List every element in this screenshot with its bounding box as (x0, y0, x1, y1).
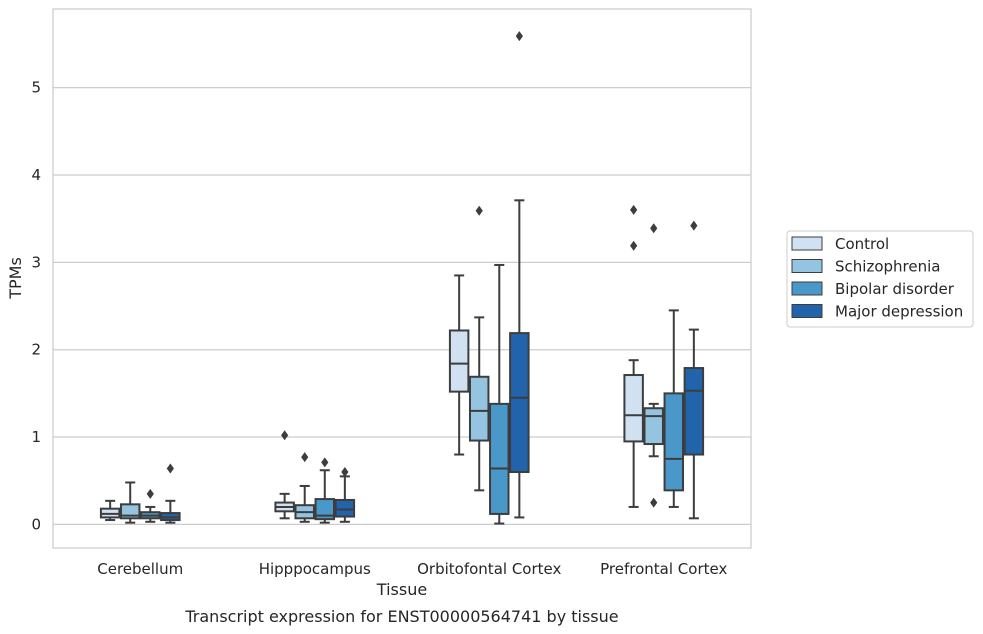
box (683, 367, 705, 456)
box-plot (509, 31, 530, 519)
box-plot (294, 452, 315, 523)
legend-item: Control (791, 235, 889, 253)
outlier-point (650, 223, 658, 234)
gridlines (53, 86, 751, 526)
legend: Control Schizophrenia Bipolar disorder Majo… (786, 230, 974, 328)
legend-swatch (791, 281, 823, 296)
x-tick-label: Hipppocampus (259, 560, 371, 578)
box-plot (274, 430, 295, 520)
box-groups (99, 31, 705, 525)
outlier-point (321, 457, 329, 468)
category-group (99, 463, 181, 524)
box-plot (314, 457, 336, 524)
y-tick-labels: 0 1 2 3 4 5 (31, 79, 41, 534)
box (509, 332, 530, 473)
legend-label: Bipolar disorder (835, 280, 955, 298)
outlier-point (301, 452, 309, 463)
box-plot (643, 223, 664, 508)
legend-swatch (791, 259, 823, 273)
box (663, 392, 685, 492)
box (623, 374, 644, 443)
outlier-point (630, 204, 638, 215)
legend-item: Bipolar disorder (791, 280, 955, 298)
box (334, 498, 356, 518)
outlier-point (630, 240, 638, 251)
outlier-point (281, 430, 289, 441)
category-group (623, 204, 705, 520)
box (643, 407, 664, 446)
box-plot (334, 466, 356, 523)
box-plot (99, 499, 121, 522)
outlier-point (515, 31, 523, 42)
legend-label: Schizophrenia (835, 258, 940, 276)
box (468, 375, 490, 442)
outlier-point (166, 463, 174, 474)
y-axis-label: TPMs (6, 257, 25, 300)
outlier-point (650, 497, 658, 508)
y-tick-label: 3 (31, 253, 41, 271)
legend-items: Control Schizophrenia Bipolar disorder Majo… (791, 235, 963, 321)
box-plot (663, 309, 685, 508)
legend-label: Major depression (835, 303, 963, 321)
legend-label: Control (835, 235, 889, 253)
box-plot (448, 274, 470, 456)
box-plot (683, 220, 705, 520)
category-group (448, 31, 530, 525)
outlier-point (690, 220, 698, 231)
legend-swatch (791, 236, 823, 251)
legend-swatch (791, 304, 823, 318)
outlier-point (341, 466, 349, 477)
outlier-point (475, 205, 483, 216)
x-tick-label: Prefrontal Cortex (600, 560, 727, 578)
legend-item: Major depression (791, 303, 963, 321)
y-tick-label: 4 (31, 166, 41, 184)
y-tick-label: 1 (31, 428, 41, 446)
x-tick-label: Cerebellum (97, 560, 183, 578)
box-plot (468, 205, 490, 492)
category-group (274, 430, 356, 524)
box (448, 329, 470, 393)
box-plot (140, 488, 161, 523)
box-plot (160, 463, 181, 524)
chart-caption: Transcript expression for ENST0000056474… (184, 607, 618, 626)
y-tick-label: 0 (31, 515, 41, 533)
box (314, 498, 336, 521)
box-plot (119, 481, 141, 524)
x-tick-labels: Cerebellum Hipppocampus Orbitofontal Corte… (97, 560, 727, 578)
outlier-point (146, 488, 154, 499)
plot-frame (52, 8, 752, 549)
legend-frame (786, 230, 974, 328)
box-plot (623, 204, 644, 508)
box-plot (489, 263, 510, 525)
box (489, 402, 510, 515)
x-axis-label: Tissue (376, 580, 427, 599)
y-tick-label: 2 (31, 341, 41, 359)
y-tick-label: 5 (31, 79, 41, 97)
x-tick-label: Orbitofontal Cortex (417, 560, 561, 578)
legend-item: Schizophrenia (791, 258, 940, 276)
